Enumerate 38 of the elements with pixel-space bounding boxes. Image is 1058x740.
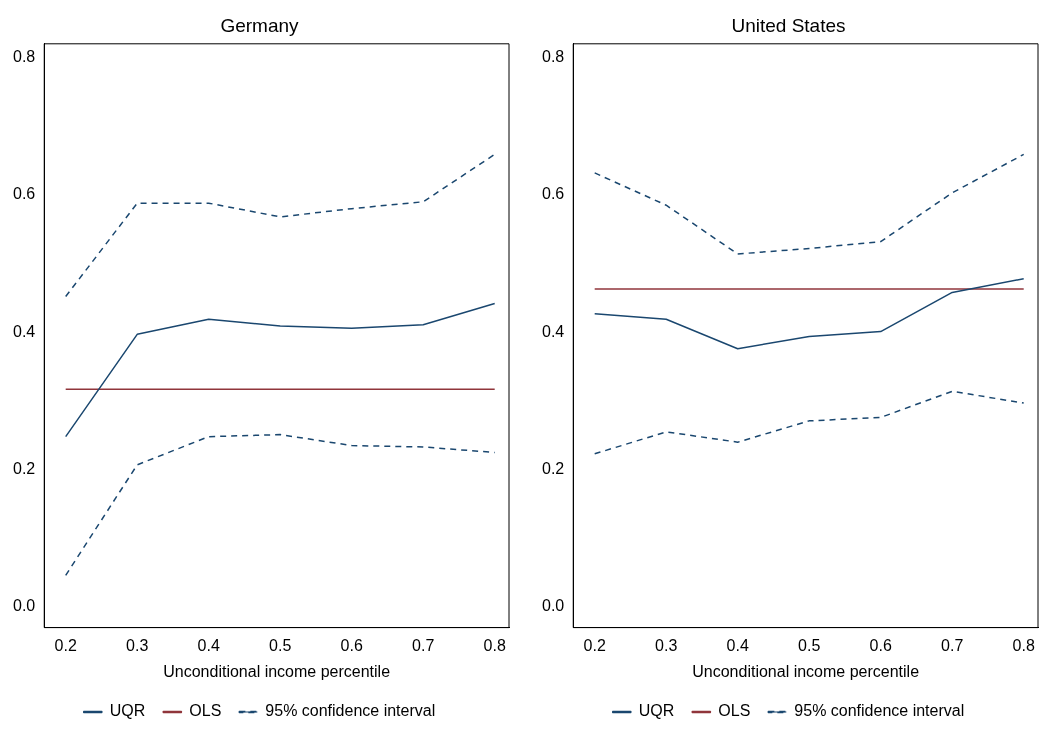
x-tick-label: 0.8 [483,636,506,654]
line-series [64,153,496,298]
legend-label: 95% confidence interval [265,702,436,720]
y-tick-label: 0.4 [541,322,565,340]
x-tick-label: 0.3 [126,636,149,654]
legend-label: 95% confidence interval [794,702,965,720]
y-tick-label: 0.6 [12,185,36,203]
x-tick-label: 0.4 [726,636,749,654]
x-tick-label: 0.4 [197,636,220,654]
x-tick-label: 0.2 [54,636,77,654]
legend-label: UQR [638,702,675,720]
y-tick-label: 0.0 [541,597,565,615]
legend-label: OLS [718,702,751,720]
line-series [593,390,1025,455]
chart-title: United States [731,14,846,36]
x-tick-label: 0.7 [941,636,964,654]
line-series [593,153,1025,255]
x-tick-label: 0.8 [1012,636,1035,654]
x-tick-label: 0.2 [583,636,606,654]
y-tick-label: 0.4 [12,322,36,340]
y-tick-label: 0.8 [541,47,565,65]
chart-title: Germany [220,14,300,36]
y-tick-label: 0.2 [541,460,565,478]
x-tick-label: 0.3 [655,636,678,654]
legend-label: OLS [189,702,222,720]
x-tick-label: 0.6 [869,636,892,654]
x-axis-title: Unconditional income percentile [692,662,920,680]
x-tick-label: 0.7 [412,636,435,654]
x-tick-label: 0.6 [340,636,363,654]
x-axis-title: Unconditional income percentile [163,662,391,680]
y-tick-label: 0.6 [541,185,565,203]
x-tick-label: 0.5 [798,636,821,654]
y-tick-label: 0.8 [12,47,36,65]
x-tick-label: 0.5 [269,636,292,654]
line-series [64,433,496,577]
y-tick-label: 0.2 [12,460,36,478]
y-tick-label: 0.0 [12,597,36,615]
legend-label: UQR [109,702,146,720]
